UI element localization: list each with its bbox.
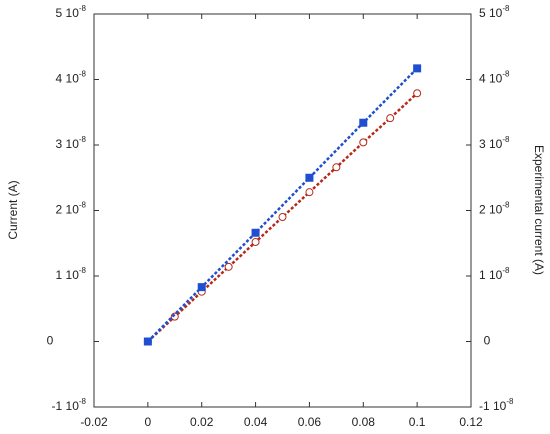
y2-tick-label: -1 10-8	[479, 397, 514, 413]
tick-mantissa: 3 10	[479, 137, 503, 151]
tick-exponent: -8	[502, 266, 510, 275]
x-tick-label: 0.06	[298, 415, 322, 429]
tick-exponent: -8	[79, 4, 87, 13]
data-point	[224, 262, 233, 271]
tick-mantissa: 4 10	[56, 72, 80, 86]
tick-mantissa: 3 10	[56, 137, 80, 151]
tick-mantissa: 1 10	[56, 268, 80, 282]
data-point	[413, 64, 422, 73]
tick-exponent: -8	[502, 135, 510, 144]
tick-exponent: -8	[79, 266, 87, 275]
x-tick-label: 0	[145, 415, 152, 429]
data-point	[251, 237, 260, 246]
tick-exponent: -8	[506, 397, 514, 406]
data-point	[305, 173, 314, 182]
y-tick-label: 5 10-8	[56, 4, 87, 20]
tick-mantissa: 4 10	[479, 72, 503, 86]
fit-line	[146, 67, 419, 343]
tick-mantissa: -1 10	[479, 399, 507, 413]
plot-frame	[93, 13, 472, 408]
data-point	[359, 138, 368, 147]
y2-tick-label: 5 10-8	[479, 4, 510, 20]
data-point	[305, 188, 314, 197]
tick-mantissa: 5 10	[479, 6, 503, 20]
x-tick-label: 0.12	[459, 415, 483, 429]
y-tick-label: 0	[47, 334, 54, 348]
y-tick-label: 3 10-8	[56, 135, 87, 151]
y2-tick-label: 0	[484, 334, 491, 348]
tick-exponent: -8	[79, 201, 87, 210]
y2-tick-label: 3 10-8	[479, 135, 510, 151]
data-point	[143, 337, 152, 346]
data-point	[251, 228, 260, 237]
y-tick-label: 4 10-8	[56, 70, 87, 86]
tick-exponent: -8	[79, 397, 87, 406]
y2-tick-label: 2 10-8	[479, 201, 510, 217]
tick-exponent: -8	[502, 4, 510, 13]
data-point	[197, 283, 206, 292]
y-tick-label: 2 10-8	[56, 201, 87, 217]
x-tick-label: 0.02	[190, 415, 214, 429]
tick-mantissa: 5 10	[56, 6, 80, 20]
tick-mantissa: -1 10	[52, 399, 80, 413]
y2-tick-label: 1 10-8	[479, 266, 510, 282]
data-point	[386, 114, 395, 123]
tick-exponent: -8	[79, 70, 87, 79]
y2-tick-label: 4 10-8	[479, 70, 510, 86]
tick-mantissa: 2 10	[479, 203, 503, 217]
data-point	[332, 163, 341, 172]
data-point	[278, 213, 287, 222]
x-tick-label: 0.04	[244, 415, 268, 429]
y-tick-label: -1 10-8	[52, 397, 87, 413]
x-tick-label: -0.02	[80, 415, 108, 429]
tick-exponent: -8	[502, 70, 510, 79]
data-point	[359, 118, 368, 127]
tick-exponent: -8	[502, 201, 510, 210]
x-tick-label: 0.08	[352, 415, 376, 429]
y-tick-label: 1 10-8	[56, 266, 87, 282]
tick-exponent: -8	[79, 135, 87, 144]
tick-mantissa: 2 10	[56, 203, 80, 217]
data-point	[170, 312, 179, 321]
fit-line	[147, 92, 418, 343]
data-point	[413, 89, 422, 98]
y-axis-label: Current (A)	[6, 180, 20, 239]
x-tick-label: 0.1	[409, 415, 426, 429]
tick-mantissa: 1 10	[479, 268, 503, 282]
y2-axis-label: Experimental current (A)	[532, 145, 546, 275]
